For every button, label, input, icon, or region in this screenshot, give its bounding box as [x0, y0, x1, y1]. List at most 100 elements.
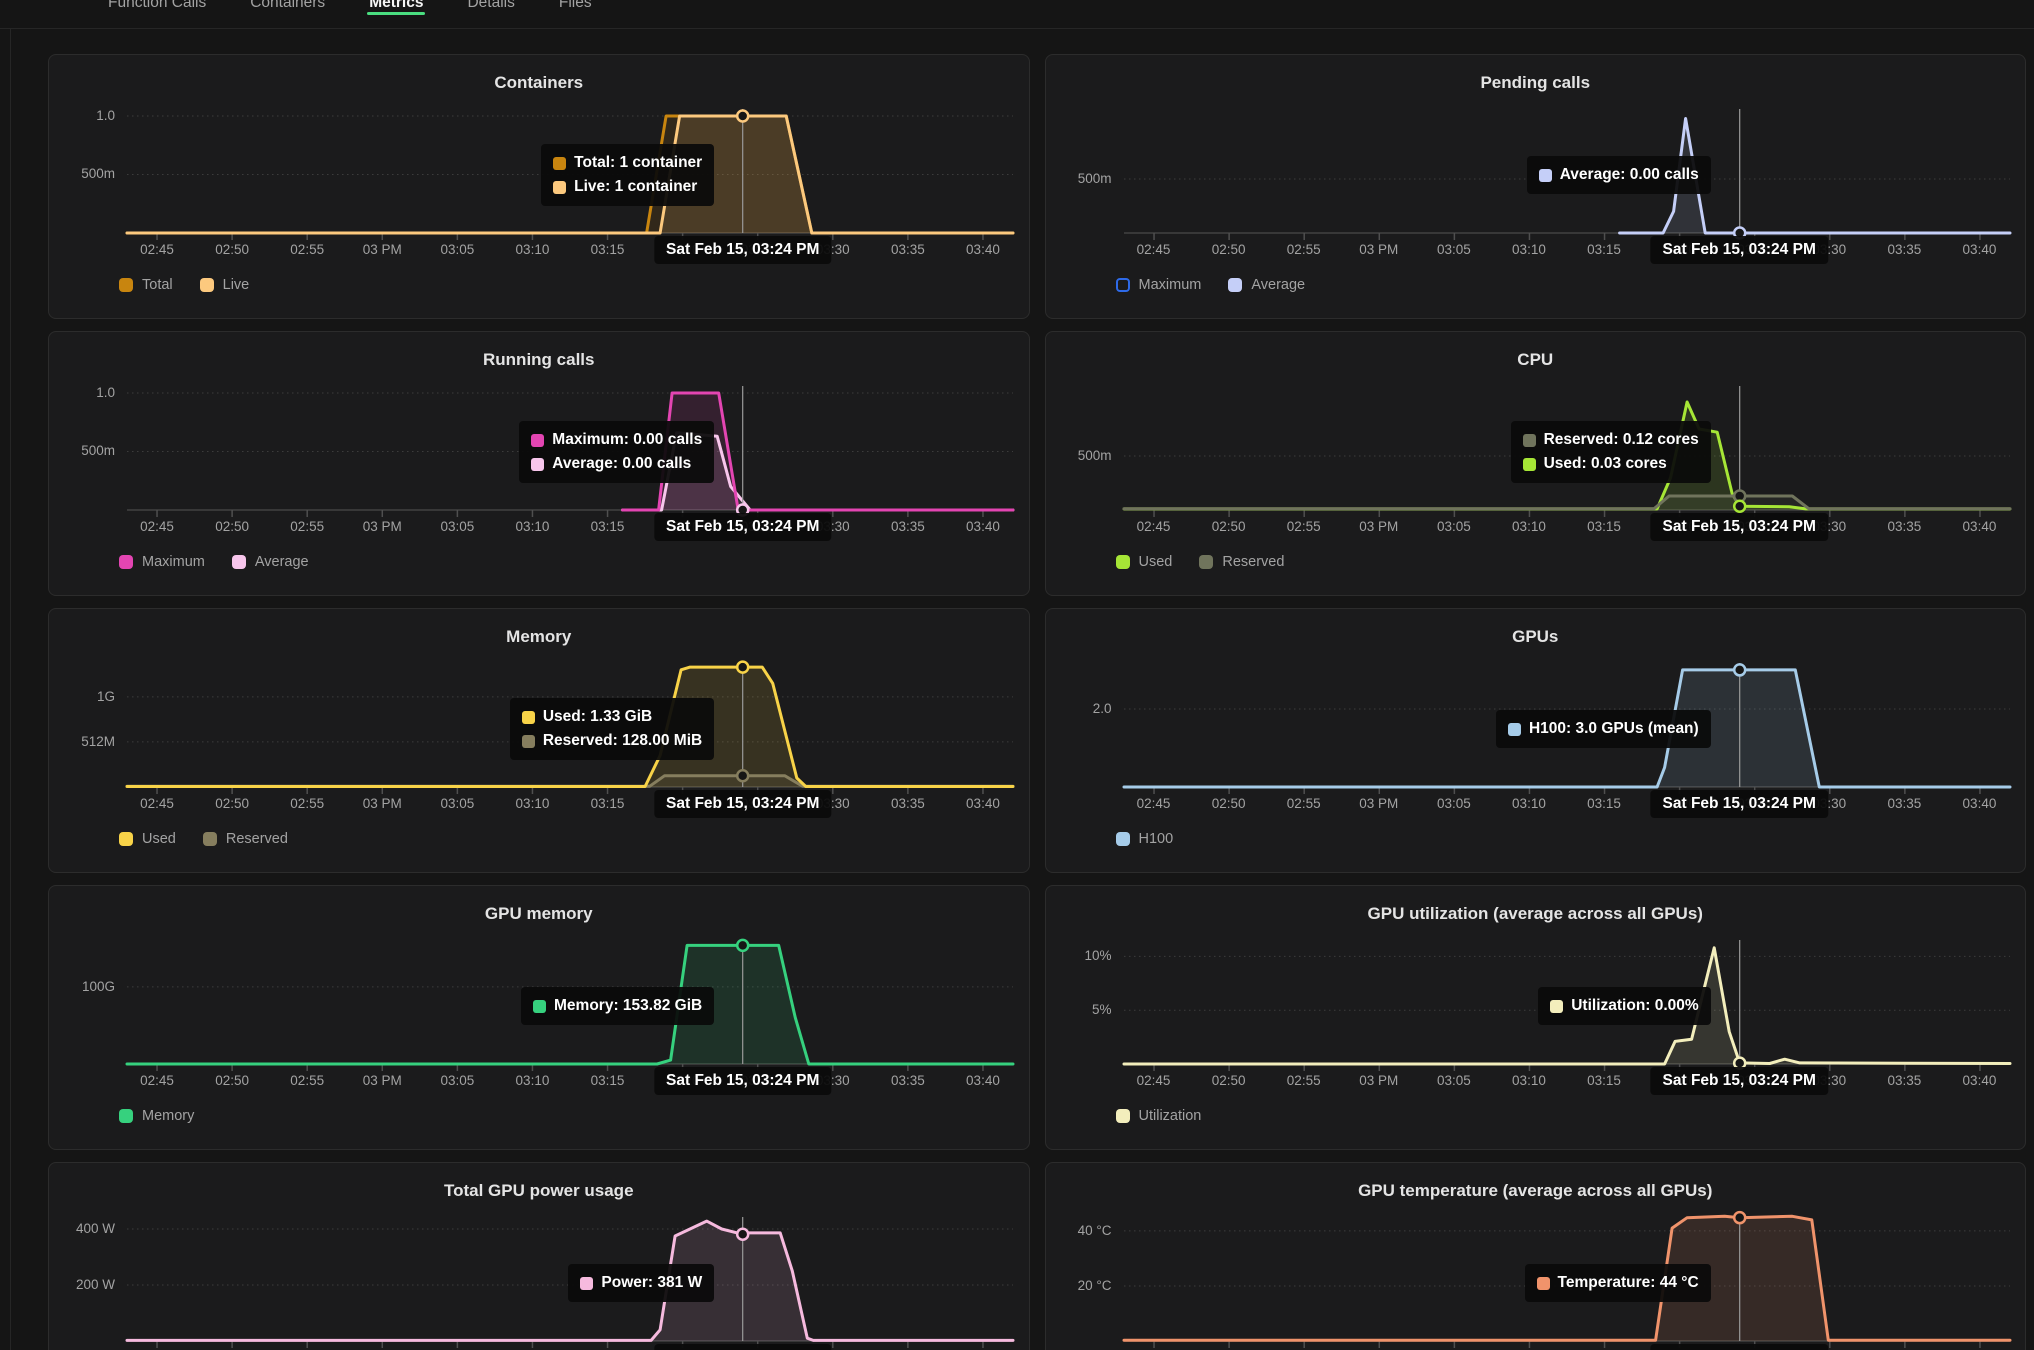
x-axis-label: 03:05 — [1436, 242, 1471, 257]
legend-item-maximum[interactable]: Maximum — [119, 554, 205, 570]
chart-canvas — [1122, 663, 2011, 794]
chart-card-memory: Memory 1G 512M 02:45 02:50 02:55 03 PM 03:05 03… — [48, 608, 1030, 873]
chart-title: Containers — [494, 73, 584, 92]
chart-legend: Total Live — [119, 277, 249, 293]
y-axis-label: 500m — [1077, 170, 1112, 186]
tab-metrics[interactable]: Metrics — [367, 0, 426, 16]
crosshair-date-tooltip: Sat Feb 15, 03:24 PM — [1650, 513, 1828, 541]
legend-item-memory[interactable]: Memory — [119, 1108, 194, 1124]
chart-canvas — [1122, 1210, 2011, 1348]
legend-swatch — [1199, 555, 1214, 569]
series-area-memory — [127, 945, 1013, 1064]
chart-plot[interactable]: 2.0 02:45 02:50 02:55 03 PM 03:05 03:10 03:15 03… — [1046, 609, 2026, 872]
x-axis-label: 03:15 — [1587, 242, 1621, 257]
tooltip-text: Utilization: 0.00% — [1571, 996, 1699, 1014]
crosshair-date-tooltip: Sat Feb 15, 03:24 PM — [654, 236, 832, 264]
crosshair-marker — [735, 660, 750, 674]
chart-legend: Maximum Average — [119, 554, 309, 570]
x-axis-label: 03 PM — [362, 1073, 402, 1088]
chart-tooltip: Maximum: 0.00 calls Average: 0.00 calls — [519, 420, 715, 484]
x-axis-label: 02:50 — [215, 796, 249, 811]
legend-item-average[interactable]: Average — [231, 554, 309, 570]
y-axis-label: 500m — [1077, 447, 1112, 463]
crosshair-marker — [735, 1227, 750, 1242]
tooltip-row: Maximum: 0.00 calls — [531, 428, 702, 452]
series-line-utilization — [1122, 946, 2011, 1066]
tooltip-text: Power: 381 W — [601, 1273, 703, 1291]
tooltip-swatch — [1538, 168, 1552, 182]
tooltip-row: Average: 0.00 calls — [531, 452, 702, 476]
x-axis-label: 02:55 — [290, 242, 325, 257]
legend-item-live[interactable]: Live — [199, 277, 249, 293]
x-axis-label: 03:05 — [1436, 1073, 1471, 1088]
chart-tooltip: Memory: 153.82 GiB — [521, 986, 715, 1026]
crosshair-date-tooltip: Sat Feb 15, 03:24 PM — [654, 513, 832, 541]
tooltip-row: Memory: 153.82 GiB — [533, 994, 702, 1018]
crosshair-date-tooltip: Sat Feb 15, 03:24 PM — [1650, 236, 1828, 264]
legend-item-reserved[interactable]: Reserved — [202, 831, 288, 847]
legend-swatch — [1115, 832, 1130, 846]
legend-item-used[interactable]: Used — [119, 831, 176, 847]
crosshair-date-tooltip: Sat Feb 15, 03:24 PM — [654, 790, 832, 818]
x-axis-label: 02:45 — [1136, 242, 1171, 257]
tooltip-text: Temperature: 44 °C — [1557, 1273, 1699, 1291]
y-axis-label: 1.0 — [96, 107, 115, 123]
crosshair-date-tooltip: Sat Feb 15, 03:24 PM — [654, 1344, 832, 1350]
chart-legend: Utilization — [1115, 1108, 1201, 1124]
y-axis-label: 200 W — [75, 1276, 115, 1292]
crosshair-date-tooltip: Sat Feb 15, 03:24 PM — [1650, 1344, 1828, 1350]
legend-item-utilization[interactable]: Utilization — [1115, 1108, 1201, 1124]
chart-plot[interactable]: 1G 512M 02:45 02:50 02:55 03 PM 03:05 03:10 03:1… — [49, 609, 1029, 872]
chart-title: Pending calls — [1480, 73, 1591, 92]
legend-item-reserved[interactable]: Reserved — [1199, 554, 1284, 570]
tooltip-text: Used: 1.33 GiB — [542, 707, 653, 725]
chart-legend: Used Reserved — [119, 831, 288, 847]
legend-item-h100[interactable]: H100 — [1115, 831, 1173, 847]
y-axis-label: 500m — [81, 166, 115, 182]
tab-containers[interactable]: Containers — [250, 0, 326, 11]
tooltip-swatch — [1522, 433, 1536, 447]
x-axis-label: 02:55 — [1286, 242, 1321, 257]
charts-grid: Containers 1.0 500m 02:45 02:50 02:55 03 PM 03… — [48, 54, 2026, 1350]
legend-label: Reserved — [225, 831, 288, 847]
tooltip-text: Average: 0.00 calls — [1559, 165, 1699, 183]
chart-card-running-calls: Running calls 1.0 500m 02:45 02:50 02:55 03 P… — [48, 331, 1030, 596]
tooltip-swatch — [1507, 722, 1521, 736]
legend-label: Maximum — [142, 554, 205, 570]
chart-plot[interactable]: 1.0 500m 02:45 02:50 02:55 03 PM 03:05 03:10 03:… — [49, 332, 1029, 595]
x-axis-label: 03:05 — [1436, 519, 1471, 534]
chart-title: GPUs — [1512, 627, 1559, 646]
legend-swatch — [1115, 1109, 1130, 1123]
chart-legend: Maximum Average — [1115, 277, 1305, 293]
crosshair-marker — [735, 109, 750, 123]
x-axis-label: 03:10 — [515, 1073, 550, 1088]
legend-item-maximum[interactable]: Maximum — [1115, 277, 1202, 293]
chart-tooltip: Power: 381 W — [568, 1263, 715, 1303]
y-axis-label: 40 °C — [1077, 1222, 1112, 1238]
x-axis-label: 03:40 — [1962, 242, 1997, 257]
x-axis-label: 02:45 — [140, 796, 174, 811]
x-axis-label: 03:10 — [1512, 519, 1546, 534]
chart-title: GPU utilization (average across all GPUs… — [1367, 904, 1703, 923]
tab-details[interactable]: Details — [467, 0, 515, 11]
legend-item-used[interactable]: Used — [1115, 554, 1172, 570]
x-axis-label: 02:50 — [215, 519, 249, 534]
chart-tooltip: Reserved: 0.12 cores Used: 0.03 cores — [1510, 420, 1711, 484]
legend-label: Average — [254, 554, 309, 570]
x-axis-label: 03:10 — [515, 796, 550, 811]
legend-swatch — [231, 555, 246, 569]
x-axis-label: 03 PM — [362, 519, 402, 534]
y-axis-label: 2.0 — [1092, 700, 1112, 716]
legend-item-total[interactable]: Total — [119, 277, 173, 293]
crosshair-date-tooltip: Sat Feb 15, 03:24 PM — [1650, 790, 1828, 818]
legend-label: Maximum — [1138, 277, 1202, 293]
legend-item-average[interactable]: Average — [1228, 277, 1305, 293]
legend-swatch — [1115, 278, 1130, 292]
tab-files[interactable]: Files — [558, 0, 592, 11]
crosshair-marker — [735, 938, 750, 953]
tab-function-calls[interactable]: Function Calls — [108, 0, 207, 11]
tooltip-swatch — [1550, 999, 1564, 1013]
